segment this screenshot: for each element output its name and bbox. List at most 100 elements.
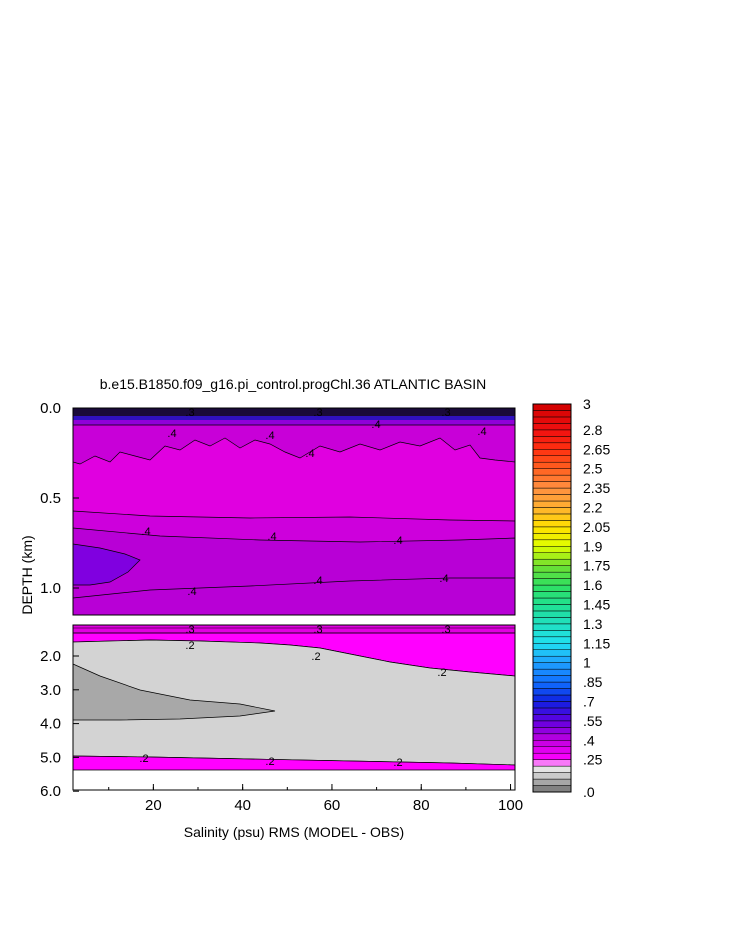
upper-contour-labels: .3 .3 .3 .4 .4 .4 .4 .4 .4 .4 .4 .4 .4 .4 (141, 407, 486, 598)
colorbar-segment (532, 526, 572, 534)
colorbar-segment (532, 423, 572, 431)
colorbar-segment (532, 513, 572, 521)
colorbar-label: .7 (583, 693, 595, 709)
surface-dark-band (73, 408, 515, 417)
surface-purple-band (73, 420, 515, 426)
lower-panel: .3 .3 .3 .2 .2 .2 .2 .2 .2 (72, 624, 516, 791)
colorbar-segment (532, 733, 572, 741)
contour-label: .3 (185, 624, 194, 636)
colorbar-label: 2.2 (583, 499, 603, 515)
colorbar-label: 2.65 (583, 441, 610, 457)
contour-label: .2 (185, 640, 194, 652)
upper-panel-frame (72, 407, 516, 616)
contour-label: .4 (167, 428, 176, 440)
colorbar-segment (532, 520, 572, 528)
contour-label: .4 (267, 531, 276, 543)
x-tick-label: 60 (324, 797, 341, 814)
y-tick-label-lower: 3.0 (40, 682, 61, 699)
colorbar-segment (532, 630, 572, 638)
colorbar-segment (532, 442, 572, 450)
contour-label: .4 (371, 419, 380, 431)
colorbar-segment (532, 772, 572, 780)
colorbar-segment (532, 474, 572, 482)
colorbar-segment (532, 655, 572, 663)
colorbar-segment (532, 707, 572, 715)
colorbar-label: .25 (583, 752, 603, 768)
x-axis: 20 40 60 80 100 (108, 784, 523, 814)
upper-purple-region (72, 543, 141, 586)
contour-label: .3 (441, 624, 450, 636)
colorbar-segment (532, 533, 572, 541)
colorbar-segment (532, 578, 572, 586)
colorbar-segment (532, 720, 572, 728)
colorbar-segment (532, 675, 572, 683)
contour-label: .4 (313, 575, 322, 587)
contour-label: .2 (437, 667, 446, 679)
colorbar-segment (532, 565, 572, 573)
contour-label: .3 (185, 407, 194, 419)
contour-label: .4 (393, 535, 402, 547)
upper-contour-band-04 (72, 424, 516, 465)
colorbar-segment (532, 662, 572, 670)
x-tick-label: 20 (145, 797, 162, 814)
colorbar-segment (532, 617, 572, 625)
colorbar-segment (532, 759, 572, 767)
y-tick-label-upper: 0.0 (40, 400, 61, 417)
colorbar-segment (532, 643, 572, 650)
lower-contour-labels: .3 .3 .3 .2 .2 .2 .2 .2 .2 (139, 624, 450, 769)
colorbar-segment (532, 636, 572, 644)
colorbar-segment (532, 546, 572, 553)
colorbar-segment (532, 785, 572, 793)
colorbar-segment (532, 604, 572, 612)
lower-darkgray-region (72, 663, 276, 721)
colorbar-label: 1.9 (583, 538, 603, 554)
x-tick-label: 100 (498, 797, 523, 814)
chart-title: b.e15.B1850.f09_g16.pi_control.progChl.3… (100, 376, 487, 392)
contour-label: .2 (139, 753, 148, 765)
contour-label: .2 (311, 651, 320, 663)
y-axis-upper: 0.0 0.5 1.0 (40, 400, 79, 597)
y-axis-lower: 2.0 3.0 4.0 5.0 6.0 (40, 648, 79, 800)
colorbar-segment (532, 461, 572, 469)
colorbar-label: .55 (583, 713, 603, 729)
contour-label: .4 (141, 526, 150, 538)
contour-label: .2 (393, 757, 402, 769)
colorbar-label: 2.05 (583, 519, 610, 535)
colorbar-segment (532, 591, 572, 599)
colorbar-segment (532, 436, 572, 444)
colorbar-segment (532, 623, 572, 631)
colorbar-segment (532, 610, 572, 618)
colorbar-segment (532, 688, 572, 696)
colorbar-segment (532, 740, 572, 747)
x-tick-label: 40 (234, 797, 251, 814)
colorbar-segment (532, 449, 572, 456)
colorbar-label: 1.3 (583, 616, 603, 632)
colorbar-segment (532, 410, 572, 418)
contour-label: .3 (313, 407, 322, 419)
colorbar-label: 1.6 (583, 577, 603, 593)
colorbar-segment (532, 455, 572, 463)
colorbar-label: 1.45 (583, 596, 610, 612)
x-tick-label: 80 (413, 797, 430, 814)
colorbar-segment (532, 507, 572, 515)
contour-label: .4 (305, 448, 314, 460)
colorbar-segment (532, 494, 572, 502)
upper-lower-contour (72, 577, 515, 599)
upper-panel: .3 .3 .3 .4 .4 .4 .4 .4 .4 .4 .4 .4 .4 .4 (72, 407, 516, 616)
y-tick-label-upper: 0.5 (40, 490, 61, 507)
colorbar-segment (532, 500, 572, 508)
colorbar-segment (532, 746, 572, 754)
contour-label: .4 (187, 586, 196, 598)
colorbar-label: .0 (583, 784, 595, 800)
colorbar-segment (532, 701, 572, 709)
colorbar-label: 2.8 (583, 422, 603, 438)
contour-label: .4 (477, 426, 486, 438)
colorbar-segment (532, 487, 572, 495)
colorbar-segment (532, 539, 572, 547)
colorbar-segment (532, 481, 572, 489)
colorbar-segment (532, 752, 572, 760)
colorbar-label: 1.15 (583, 635, 610, 651)
y-tick-label-upper: 1.0 (40, 580, 61, 597)
colorbar-segment (532, 694, 572, 702)
lower-magenta-top (73, 625, 515, 634)
